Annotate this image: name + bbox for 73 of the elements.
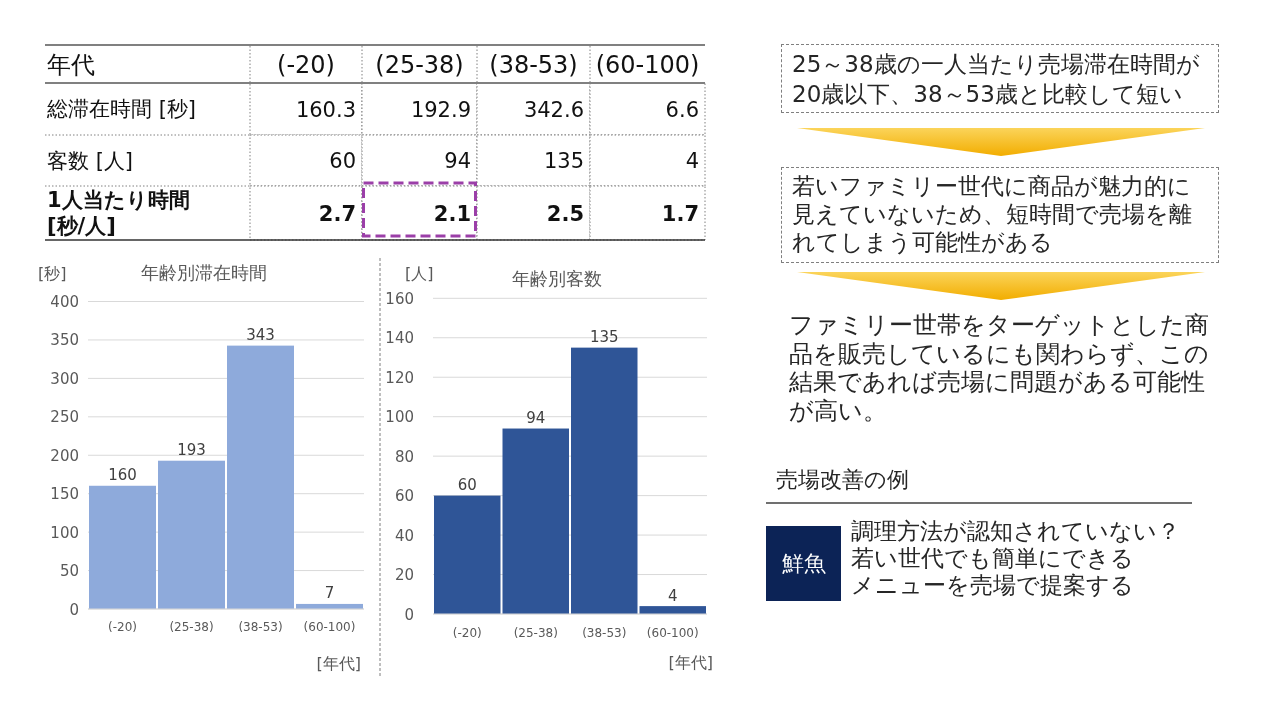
y-tick-label: 20 <box>394 566 414 585</box>
text: 売場改善の例 <box>776 466 909 494</box>
bar <box>227 345 294 609</box>
data-label: 4 <box>667 586 678 605</box>
x-axis-title: [年代] <box>316 654 361 673</box>
text: ファミリー世帯をターゲットとした商品を販売しているにも関わらず、この結果であれば売場に問題がある可能性が高い。 <box>789 311 1209 425</box>
data-label: 2.7 <box>318 201 356 226</box>
data-label: 94 <box>526 409 546 428</box>
y-tick-label: 40 <box>394 526 414 545</box>
data-label: 2.1 <box>433 201 471 226</box>
y-tick-label: 0 <box>404 605 414 624</box>
text: 鮮魚 <box>766 526 841 601</box>
data-label: 342.6 <box>523 97 584 122</box>
y-tick-label: 客数 [人] <box>47 147 134 174</box>
text: 調理方法が認知されていない？ <box>851 518 1180 545</box>
bar <box>89 485 156 609</box>
bar <box>502 428 569 614</box>
data-label: 343 <box>246 326 275 345</box>
data-label: 135 <box>543 149 584 173</box>
chart-title: 年齢別客数 <box>512 268 602 289</box>
y-tick-label: 100 <box>50 523 79 542</box>
x-tick-label: (60-100) <box>646 626 699 640</box>
text: メニューを売場で提案する <box>851 572 1134 599</box>
y-tick-label: 1人当たり時間 [秒/人] <box>47 187 191 239</box>
chart-title: 年代 <box>47 50 95 79</box>
y-tick-label: 350 <box>50 331 79 350</box>
x-tick-label: (38-53) <box>238 620 283 634</box>
y-tick-label: 250 <box>50 408 79 427</box>
y-tick-label: 0 <box>69 600 79 619</box>
x-axis-title: [年代] <box>668 653 713 672</box>
y-tick-label: 総滞在時間 [秒] <box>47 96 197 122</box>
x-tick-label: (60-100) <box>595 50 700 79</box>
text: 若いファミリー世代に商品が魅力的に見えていないため、短時間で売場を離れてしまう可能性がある <box>792 172 1193 256</box>
y-tick-label: 400 <box>50 293 79 311</box>
y-tick-label: 100 <box>385 408 414 427</box>
text: 若い世代でも簡単にできる <box>851 545 1134 572</box>
y-tick-label: 140 <box>385 329 414 348</box>
y-tick-label: 60 <box>394 487 414 506</box>
y-tick-label: 50 <box>59 562 79 581</box>
data-label: 94 <box>444 149 471 173</box>
data-label: 4 <box>685 149 699 173</box>
data-label: 1.7 <box>661 201 699 226</box>
y-tick-label: 200 <box>50 446 79 465</box>
x-tick-label: (38-53) <box>489 50 578 79</box>
x-tick-label: (-20) <box>277 50 335 79</box>
x-tick-label: (60-100) <box>303 620 356 634</box>
y-axis-title: [秒] <box>38 264 67 283</box>
data-label: 2.5 <box>546 201 584 226</box>
data-label: 60 <box>457 476 477 495</box>
data-label: 193 <box>177 441 206 460</box>
x-tick-label: (-20) <box>452 626 482 640</box>
data-label: 192.9 <box>410 97 471 122</box>
x-tick-label: (38-53) <box>582 626 627 640</box>
y-axis-title: [人] <box>405 264 434 283</box>
data-label: 60 <box>329 149 356 173</box>
bar <box>434 495 501 614</box>
y-tick-label: 160 <box>385 289 414 308</box>
y-tick-label: 120 <box>385 368 414 387</box>
x-tick-label: (25-38) <box>513 626 558 640</box>
data-label: 135 <box>589 328 619 347</box>
x-tick-label: (-20) <box>108 620 137 634</box>
x-tick-label: (25-38) <box>375 50 464 79</box>
bar <box>571 347 638 614</box>
data-label: 6.6 <box>665 97 699 122</box>
y-tick-label: 150 <box>50 485 79 504</box>
data-label: 7 <box>324 584 335 603</box>
data-label: 160.3 <box>295 97 356 122</box>
text: 25～38歳の一人当たり売場滞在時間が20歳以下、38～53歳と比較して短い <box>792 50 1201 109</box>
y-tick-label: 80 <box>394 447 414 466</box>
y-tick-label: 300 <box>50 369 79 388</box>
chart-title: 年齢別滞在時間 <box>141 262 267 283</box>
x-tick-label: (25-38) <box>169 620 214 634</box>
bar <box>158 460 225 609</box>
